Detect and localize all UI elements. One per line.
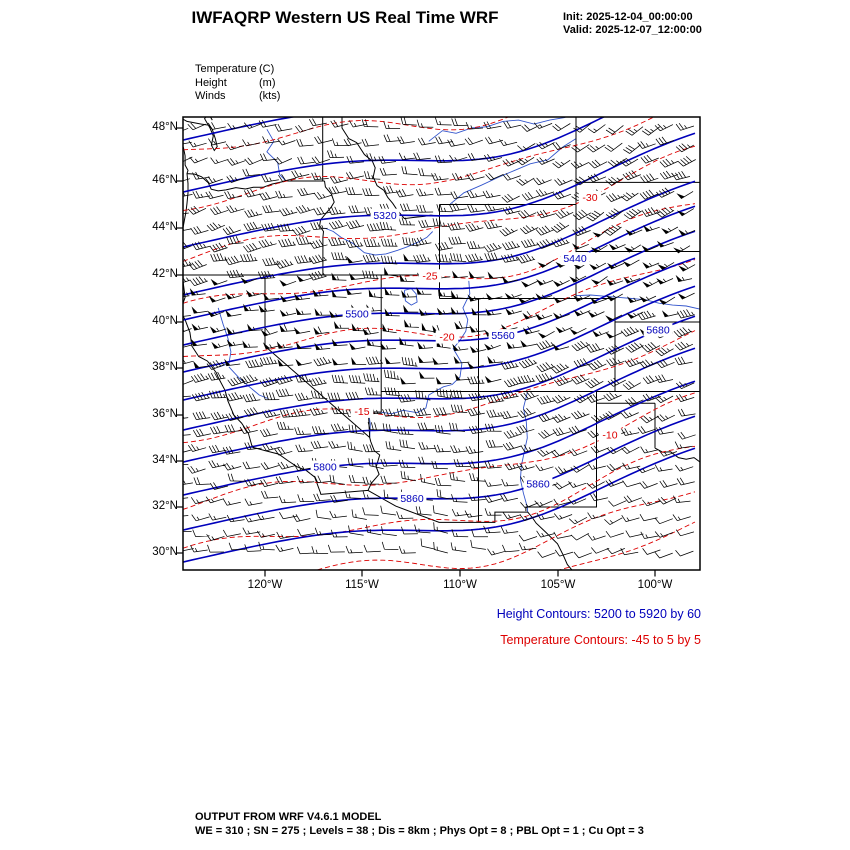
map-content: 5320 5440 5500 5560 5680 5800 5860 5860 -30 -25 -2… bbox=[183, 117, 700, 570]
footer-config-line: WE = 310 ; SN = 275 ; Levels = 38 ; Dis … bbox=[195, 825, 644, 837]
model-footer: OUTPUT FROM WRF V4.6.1 MODEL WE = 310 ; … bbox=[195, 810, 644, 838]
contour-label: -30 bbox=[582, 192, 597, 204]
x-tick-label: 110°W bbox=[443, 579, 477, 591]
contour-labels: 5320 5440 5500 5560 5680 5800 5860 5860 -30 -25 -2… bbox=[310, 190, 673, 505]
temperature-caption: Temperature Contours: -45 to 5 by 5 bbox=[500, 633, 701, 647]
valid-time: Valid: 2025-12-07_12:00:00 bbox=[563, 24, 702, 36]
contour-label: 5500 bbox=[345, 309, 369, 321]
legend-row-winds: Winds (kts) bbox=[195, 90, 280, 104]
y-tick-label: 42°N bbox=[152, 268, 178, 280]
contour-label: 5680 bbox=[646, 325, 670, 337]
contour-label: 5860 bbox=[400, 493, 424, 505]
height-contours bbox=[183, 117, 696, 563]
contour-label: -10 bbox=[602, 429, 617, 441]
y-tick-label: 32°N bbox=[152, 500, 178, 512]
contour-label: 5800 bbox=[313, 462, 337, 474]
legend-height-unit: (m) bbox=[259, 76, 276, 89]
contour-label: 5440 bbox=[563, 253, 587, 265]
legend-winds-name: Winds bbox=[195, 90, 226, 102]
contour-label: -20 bbox=[439, 332, 454, 344]
x-tick-label: 100°W bbox=[637, 579, 673, 591]
map-frame bbox=[182, 116, 701, 571]
legend-row-temperature: Temperature (C) bbox=[195, 63, 280, 77]
height-caption: Height Contours: 5200 to 5920 by 60 bbox=[496, 607, 701, 621]
x-tick-label: 105°W bbox=[540, 579, 576, 591]
wind-barbs bbox=[183, 117, 696, 559]
legend-temperature-name: Temperature bbox=[195, 63, 257, 75]
contour-label: -25 bbox=[422, 270, 437, 282]
contour-label: -15 bbox=[354, 406, 369, 418]
footer-model-line: OUTPUT FROM WRF V4.6.1 MODEL bbox=[195, 811, 382, 823]
y-tick-label: 48°N bbox=[152, 121, 178, 133]
variable-legend: Temperature (C) Height (m) Winds (kts) bbox=[195, 63, 280, 104]
y-tick-label: 30°N bbox=[152, 546, 178, 558]
y-tick-label: 38°N bbox=[152, 361, 178, 373]
x-tick-label: 120°W bbox=[247, 579, 283, 591]
legend-row-height: Height (m) bbox=[195, 77, 280, 91]
legend-height-name: Height bbox=[195, 76, 227, 89]
axis-ticks bbox=[176, 127, 656, 577]
x-tick-label: 115°W bbox=[345, 579, 379, 591]
legend-winds-unit: (kts) bbox=[259, 90, 281, 102]
plot-title: IWFAQRP Western US Real Time WRF bbox=[191, 8, 499, 27]
contour-label: 5860 bbox=[526, 479, 550, 491]
contour-label: 5320 bbox=[373, 210, 397, 222]
y-tick-label: 34°N bbox=[152, 454, 178, 466]
y-tick-label: 36°N bbox=[152, 408, 178, 420]
y-tick-label: 44°N bbox=[152, 221, 178, 233]
y-tick-label: 46°N bbox=[152, 174, 178, 186]
temperature-contours bbox=[183, 117, 696, 570]
contour-label: 5560 bbox=[491, 330, 515, 342]
init-valid-block: Init: 2025-12-04_00:00:00 Valid: 2025-12… bbox=[563, 11, 702, 37]
legend-temperature-unit: (C) bbox=[259, 63, 275, 75]
init-time: Init: 2025-12-04_00:00:00 bbox=[563, 11, 693, 23]
y-tick-label: 40°N bbox=[152, 315, 178, 327]
